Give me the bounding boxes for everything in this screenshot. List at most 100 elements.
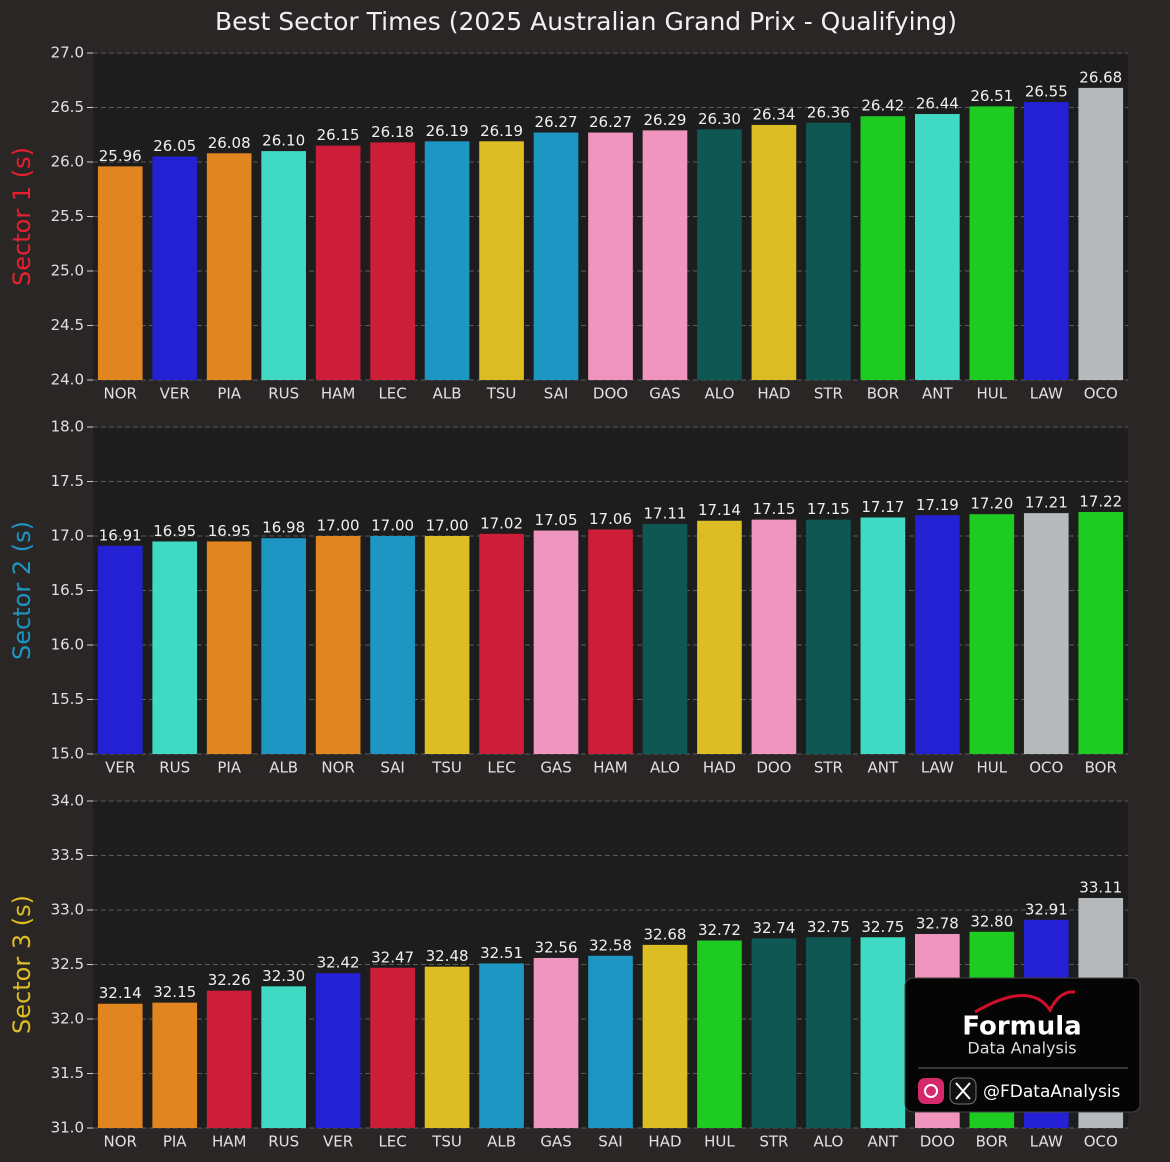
- bar: [969, 514, 1015, 754]
- bar: [969, 106, 1015, 380]
- value-label: 26.44: [916, 95, 959, 113]
- bar: [697, 520, 742, 754]
- x-tick-label: HUL: [977, 759, 1008, 777]
- y-tick-label: 26.5: [51, 98, 84, 116]
- x-tick-label: DOO: [756, 759, 791, 777]
- value-label: 26.68: [1079, 68, 1122, 86]
- bar: [533, 957, 579, 1128]
- x-tick-label: LEC: [487, 759, 515, 777]
- bar: [751, 519, 797, 754]
- y-tick-label: 15.5: [51, 690, 84, 708]
- bar: [261, 986, 306, 1128]
- y-tick-label: 31.0: [51, 1119, 84, 1137]
- x-tick-label: HAD: [757, 385, 790, 403]
- x-tick-label: NOR: [104, 1133, 137, 1151]
- y-tick-label: 27.0: [51, 44, 84, 62]
- x-tick-label: DOO: [593, 385, 628, 403]
- x-tick-label: STR: [814, 385, 843, 403]
- x-tick-label: HAD: [648, 1133, 681, 1151]
- bar: [697, 129, 742, 380]
- value-label: 17.06: [589, 510, 632, 528]
- x-tick-label: PIA: [217, 759, 241, 777]
- x-tick-label: NOR: [321, 759, 354, 777]
- bar: [1078, 512, 1124, 754]
- value-label: 16.98: [262, 519, 305, 537]
- value-label: 17.11: [643, 505, 686, 523]
- value-label: 26.08: [208, 134, 251, 152]
- bar: [152, 1002, 198, 1128]
- x-tick-label: BOR: [867, 385, 899, 403]
- y-axis-label: Sector 2 (s): [8, 521, 36, 660]
- bar: [206, 541, 252, 754]
- logo-swoosh: [974, 990, 1076, 1014]
- bar: [370, 142, 415, 380]
- bar: [370, 536, 415, 754]
- bar: [806, 519, 851, 754]
- x-tick-label: RUS: [268, 385, 299, 403]
- plots: 24.0 24.5 25.0 25.5 26.0 26.5 27.0 Sector 1 (s)…: [8, 44, 1128, 1151]
- bar: [860, 937, 906, 1128]
- value-label: 32.48: [426, 947, 469, 965]
- value-label: 26.19: [426, 122, 469, 140]
- y-tick-label: 17.5: [51, 472, 84, 490]
- y-axis-label: Sector 1 (s): [8, 147, 36, 286]
- bar: [152, 541, 198, 754]
- value-label: 32.14: [99, 984, 142, 1002]
- value-label: 26.51: [970, 87, 1013, 105]
- bar: [642, 524, 688, 754]
- bar: [697, 940, 742, 1128]
- value-label: 17.15: [807, 500, 850, 518]
- bar: [479, 141, 524, 380]
- value-label: 32.26: [208, 971, 251, 989]
- bar: [806, 937, 851, 1128]
- y-tick-label: 33.0: [51, 901, 84, 919]
- x-tick-label: HAM: [593, 759, 627, 777]
- y-tick-label: 15.0: [51, 745, 84, 763]
- x-tick-label: ANT: [922, 385, 953, 403]
- value-label: 32.78: [916, 914, 959, 932]
- x-tick-label: STR: [814, 759, 843, 777]
- x-tick-label: VER: [105, 759, 135, 777]
- bar: [642, 944, 688, 1128]
- value-label: 25.96: [99, 147, 142, 165]
- value-label: 26.42: [861, 97, 904, 115]
- x-tick-label: STR: [759, 1133, 788, 1151]
- x-tick-label: HUL: [704, 1133, 735, 1151]
- x-tick-label: HAM: [321, 385, 355, 403]
- x-tick-label: ALB: [269, 759, 298, 777]
- value-label: 17.05: [535, 511, 578, 529]
- value-label: 17.20: [970, 495, 1013, 513]
- x-tick-label: NOR: [104, 385, 137, 403]
- x-tick-label: GAS: [540, 1133, 571, 1151]
- x-tick-label: ALO: [813, 1133, 843, 1151]
- value-label: 26.36: [807, 103, 850, 121]
- bar: [1023, 513, 1069, 754]
- y-tick-label: 25.0: [51, 262, 84, 280]
- value-label: 33.11: [1079, 879, 1122, 897]
- x-tick-label: LEC: [378, 1133, 406, 1151]
- bar: [588, 529, 633, 754]
- x-tick-label: GAS: [540, 759, 571, 777]
- value-label: 32.80: [970, 912, 1013, 930]
- value-label: 17.21: [1025, 494, 1068, 512]
- y-tick-label: 26.0: [51, 153, 84, 171]
- value-label: 32.47: [371, 948, 414, 966]
- chart-title: Best Sector Times (2025 Australian Grand…: [215, 7, 957, 36]
- value-label: 26.15: [317, 126, 360, 144]
- y-tick-label: 16.0: [51, 636, 84, 654]
- value-label: 17.00: [371, 517, 414, 535]
- bar: [860, 116, 906, 380]
- x-tick-label: PIA: [217, 385, 241, 403]
- bar: [588, 955, 633, 1128]
- x-tick-label: SAI: [598, 1133, 623, 1151]
- value-label: 26.27: [589, 113, 632, 131]
- logo: Formula Data Analysis @FDataAnalysis: [904, 977, 1141, 1113]
- bar: [315, 536, 361, 754]
- x-tick-label: ALB: [487, 1133, 516, 1151]
- x-tick-label: PIA: [163, 1133, 187, 1151]
- bar: [370, 967, 415, 1128]
- y-tick-label: 31.5: [51, 1064, 84, 1082]
- value-label: 32.68: [643, 925, 686, 943]
- y-tick-label: 17.0: [51, 527, 84, 545]
